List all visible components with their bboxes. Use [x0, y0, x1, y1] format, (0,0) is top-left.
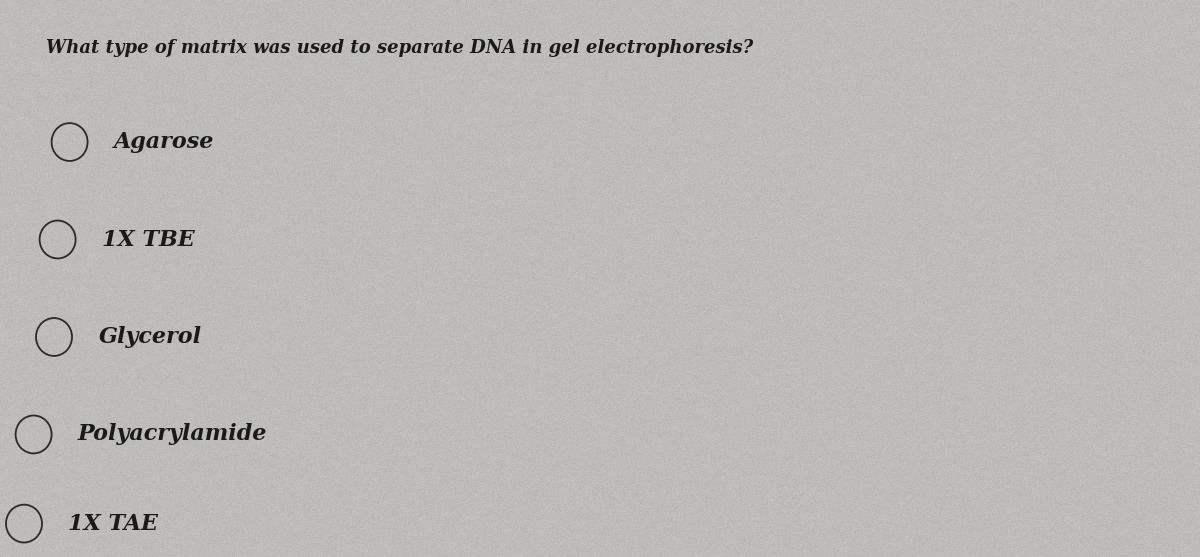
Text: 1X TAE: 1X TAE	[68, 512, 158, 535]
Text: Glycerol: Glycerol	[98, 326, 202, 348]
Text: 1X TBE: 1X TBE	[102, 228, 194, 251]
Text: What type of matrix was used to separate DNA in gel electrophoresis?: What type of matrix was used to separate…	[46, 39, 752, 57]
Text: Polyacrylamide: Polyacrylamide	[78, 423, 268, 446]
Text: Agarose: Agarose	[114, 131, 215, 153]
